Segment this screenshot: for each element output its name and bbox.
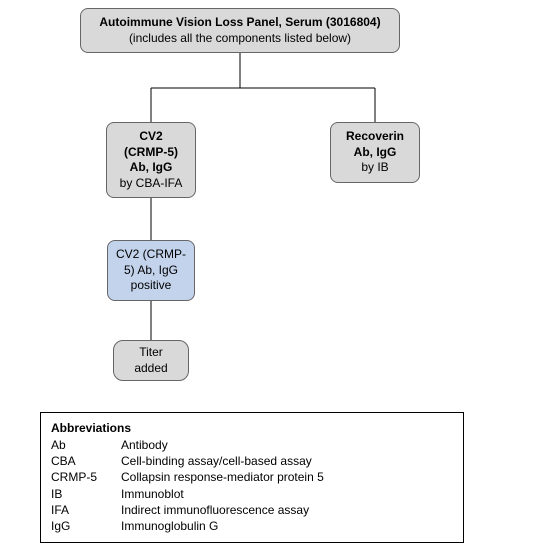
root-title: Autoimmune Vision Loss Panel, Serum (301… <box>99 15 380 29</box>
cv2-line2: (CRMP-5) <box>124 145 178 159</box>
abbr-val: Collapsin response-mediator protein 5 <box>121 469 453 485</box>
abbr-row: CBACell-binding assay/cell-based assay <box>51 453 453 469</box>
recoverin-line1: Recoverin <box>346 129 404 143</box>
abbr-key: CRMP-5 <box>51 469 121 485</box>
abbr-val: Indirect immunofluorescence assay <box>121 502 453 518</box>
root-panel-node: Autoimmune Vision Loss Panel, Serum (301… <box>80 8 400 53</box>
abbr-key: IB <box>51 486 121 502</box>
abbr-row: IgGImmunoglobulin G <box>51 518 453 534</box>
abbr-row: CRMP-5Collapsin response-mediator protei… <box>51 469 453 485</box>
abbr-row: IBImmunoblot <box>51 486 453 502</box>
abbr-row: IFAIndirect immunofluorescence assay <box>51 502 453 518</box>
titer-node: Titer added <box>113 340 189 381</box>
abbr-rows: AbAntibodyCBACell-binding assay/cell-bas… <box>51 437 453 534</box>
recoverin-method: by IB <box>361 160 388 174</box>
abbr-row: AbAntibody <box>51 437 453 453</box>
abbr-val: Immunoblot <box>121 486 453 502</box>
titer-label: Titer added <box>134 345 167 375</box>
abbr-key: IgG <box>51 518 121 534</box>
cv2-positive-node: CV2 (CRMP- 5) Ab, IgG positive <box>107 240 195 301</box>
abbreviations-box: Abbreviations AbAntibodyCBACell-binding … <box>40 412 464 543</box>
abbr-title: Abbreviations <box>51 421 453 435</box>
cv2pos-line1: CV2 (CRMP- <box>116 247 186 261</box>
cv2-node: CV2 (CRMP-5) Ab, IgG by CBA-IFA <box>106 122 196 198</box>
abbr-val: Immunoglobulin G <box>121 518 453 534</box>
recoverin-line2: Ab, IgG <box>354 145 397 159</box>
cv2-line3: Ab, IgG <box>130 160 173 174</box>
abbr-val: Antibody <box>121 437 453 453</box>
cv2pos-line3: positive <box>131 278 172 292</box>
cv2-line1: CV2 <box>139 129 162 143</box>
abbr-key: IFA <box>51 502 121 518</box>
abbr-key: Ab <box>51 437 121 453</box>
abbr-val: Cell-binding assay/cell-based assay <box>121 453 453 469</box>
abbr-key: CBA <box>51 453 121 469</box>
cv2-method: by CBA-IFA <box>120 176 183 190</box>
cv2pos-line2: 5) Ab, IgG <box>124 263 178 277</box>
root-subtitle: (includes all the components listed belo… <box>129 31 351 45</box>
recoverin-node: Recoverin Ab, IgG by IB <box>330 122 420 183</box>
